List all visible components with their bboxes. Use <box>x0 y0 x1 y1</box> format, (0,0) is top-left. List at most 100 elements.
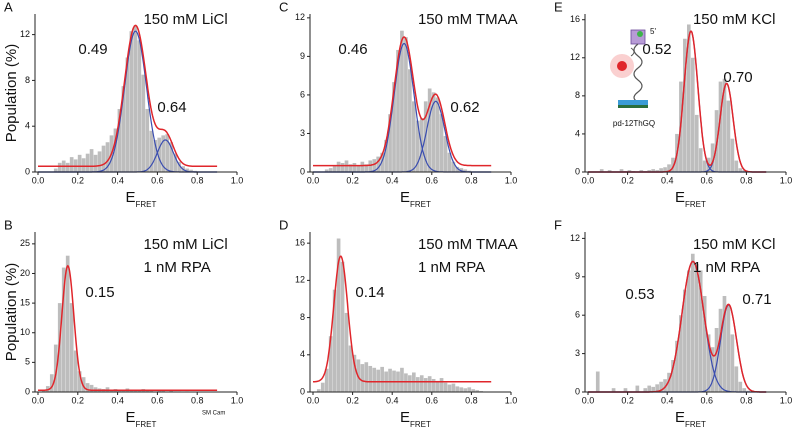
histogram-bar <box>671 157 675 172</box>
peak-annotation: 0.52 <box>642 41 671 58</box>
histogram-bar <box>93 154 98 172</box>
histogram-bar <box>698 270 703 392</box>
histogram-bar <box>320 382 325 392</box>
histogram-bar <box>149 390 154 392</box>
histogram-bar <box>117 109 122 172</box>
x-axis-label-sub: FRET <box>685 420 706 429</box>
histogram-bar <box>400 30 404 172</box>
histogram-bar <box>427 376 432 392</box>
x-tick-label: 0.4 <box>661 175 674 185</box>
x-tick-label: 0.4 <box>386 395 399 405</box>
y-tick-label: 8 <box>575 90 580 100</box>
x-tick-label: 0.8 <box>465 395 478 405</box>
x-tick-label: 0.8 <box>465 175 478 185</box>
histogram-bar <box>388 114 392 172</box>
histogram-bar <box>627 170 632 172</box>
y-tick-label: 0 <box>25 386 30 396</box>
histogram-bar <box>710 143 715 172</box>
panel-subtitle: 1 nM RPA <box>143 259 210 276</box>
y-tick-label: 15 <box>20 297 30 307</box>
x-tick-label: 0.4 <box>111 395 124 405</box>
histogram-bar <box>690 253 695 392</box>
histogram-bar <box>53 344 58 392</box>
y-tick-label: 16 <box>295 238 305 248</box>
surface <box>618 100 648 105</box>
histogram-bar <box>53 168 58 172</box>
x-tick-label: 0.8 <box>191 395 204 405</box>
histogram-bar <box>451 161 456 172</box>
histogram-bar <box>698 148 703 172</box>
fit-total <box>313 36 492 167</box>
x-tick-label: 0.4 <box>111 175 124 185</box>
histogram-bar <box>639 170 644 172</box>
histogram-bar <box>364 164 369 172</box>
histogram-bar <box>659 168 663 172</box>
histogram-bar <box>368 160 373 172</box>
histogram-bar <box>161 135 166 172</box>
panel-title: 150 mM LiCl <box>143 11 227 28</box>
histogram-bar <box>117 390 122 392</box>
histogram-bar <box>81 158 86 172</box>
histogram-bar <box>352 163 357 172</box>
histogram-bar <box>722 78 727 172</box>
histogram-bar <box>372 159 377 172</box>
x-tick-label: 0.0 <box>307 175 320 185</box>
histogram-bar <box>694 264 699 392</box>
panel-title: 150 mM TMAA <box>418 236 518 253</box>
histogram-bar <box>679 315 683 392</box>
histogram-bar <box>133 25 138 172</box>
linker <box>630 47 635 57</box>
peak-annotation: 0.14 <box>355 284 384 301</box>
y-tick-label: 10 <box>20 327 30 337</box>
histogram-bar <box>475 390 480 392</box>
x-axis-label-sub: FRET <box>136 420 157 429</box>
histogram-bar <box>157 137 162 172</box>
panel: 0.0 0.2 0.4 0.6 0.8 1.0 0 4 8 12 A 150 mM LiCl Popul… <box>3 0 243 209</box>
histogram-bar <box>384 139 388 172</box>
y-tick-label: 12 <box>20 29 30 39</box>
histogram-bar <box>690 57 695 173</box>
marker <box>637 31 643 37</box>
histogram-bar <box>189 169 193 172</box>
histogram-bar <box>105 142 110 172</box>
histogram-bar <box>85 153 90 172</box>
y-tick-label: 0 <box>575 166 580 176</box>
x-tick-label: 0.0 <box>32 395 45 405</box>
peak-annotation: 0.15 <box>85 284 114 301</box>
histogram-bar <box>738 381 743 392</box>
panel-label: F <box>554 217 562 232</box>
x-tick-label: 1.0 <box>780 395 793 405</box>
histogram-bar <box>412 101 416 172</box>
histogram-bar <box>694 114 699 172</box>
histogram-bar <box>435 380 440 392</box>
histogram-bar <box>455 166 460 172</box>
y-axis-label: Population (%) <box>3 44 20 142</box>
histogram-bar <box>185 168 189 172</box>
panel: 0.0 0.2 0.4 0.6 0.8 1.0 0 3 6 9 12 C 150 mM TMAA E FRE… <box>279 0 518 209</box>
panel-subtitle: 1 nM RPA <box>693 259 760 276</box>
histogram-bar <box>400 367 404 392</box>
histogram-bar <box>161 390 166 392</box>
x-tick-label: 1.0 <box>505 175 518 185</box>
histogram-bar <box>316 389 321 392</box>
histogram-bar <box>651 386 656 392</box>
histogram-bar <box>734 366 739 392</box>
histogram-bar <box>364 362 369 392</box>
histogram-bar <box>404 373 408 392</box>
histogram-bar <box>328 336 333 392</box>
histogram-bar <box>77 371 82 392</box>
histogram-bar <box>356 165 361 172</box>
histogram-bar <box>89 149 94 172</box>
histogram-bar <box>415 377 420 392</box>
histogram-bar <box>687 270 691 392</box>
histogram-bar <box>659 381 663 392</box>
x-tick-label: 0.0 <box>32 175 45 185</box>
panel-title: 150 mM KCl <box>693 11 776 28</box>
y-tick-label: 0 <box>575 386 580 396</box>
histogram-bar <box>611 388 616 392</box>
x-tick-label: 0.6 <box>701 395 714 405</box>
histogram-bar <box>368 365 373 392</box>
x-tick-label: 0.4 <box>386 175 399 185</box>
histogram-bar <box>336 238 341 392</box>
histogram-bar <box>667 372 671 392</box>
